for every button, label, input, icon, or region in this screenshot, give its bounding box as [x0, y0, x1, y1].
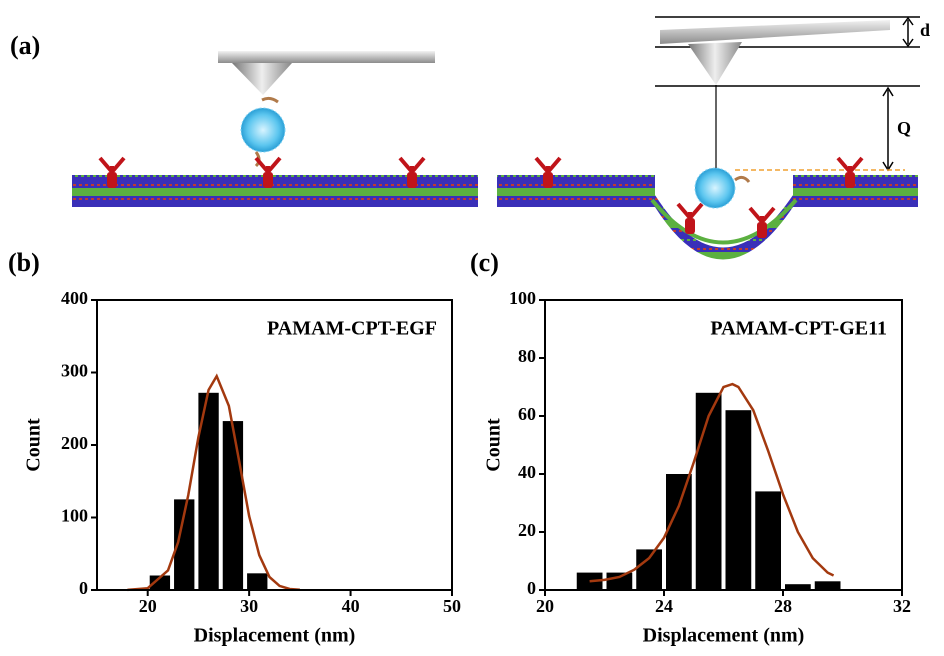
x-axis-label: Displacement (nm): [194, 625, 356, 647]
x-tick-label: 20: [139, 596, 157, 616]
x-tick-label: 32: [893, 596, 911, 616]
bar: [666, 474, 692, 590]
bar: [755, 491, 781, 590]
y-tick-label: 40: [518, 462, 536, 482]
y-axis-label: Count: [23, 418, 45, 472]
x-tick-label: 30: [240, 596, 258, 616]
chart-title: PAMAM-CPT-EGF: [267, 318, 437, 340]
bar: [247, 573, 267, 590]
bar: [223, 421, 243, 590]
bar: [696, 393, 722, 590]
y-tick-label: 100: [61, 506, 88, 526]
y-tick-label: 0: [79, 578, 88, 598]
x-tick-label: 20: [536, 596, 554, 616]
figure: (a) d Q (b)010020030040020304050PAMAM-CP…: [0, 0, 944, 651]
bar: [815, 581, 841, 590]
bar: [636, 549, 662, 590]
y-tick-label: 400: [61, 288, 88, 308]
plot-frame: [97, 300, 452, 590]
plot-frame: [545, 300, 902, 590]
annotation-q: Q: [897, 118, 911, 138]
y-tick-label: 0: [527, 578, 536, 598]
chart-title: PAMAM-CPT-GE11: [710, 318, 887, 340]
panel-label: (a): [10, 31, 40, 60]
y-tick-label: 200: [61, 433, 88, 453]
panel-label: (b): [8, 248, 40, 277]
bar: [726, 410, 752, 590]
y-axis-label: Count: [483, 418, 505, 472]
x-tick-label: 40: [342, 596, 360, 616]
scene-right: d Q: [497, 17, 930, 260]
y-tick-label: 60: [518, 404, 536, 424]
annotation-d: d: [920, 20, 930, 40]
x-tick-label: 50: [443, 596, 461, 616]
y-tick-label: 20: [518, 520, 536, 540]
panel-label: (c): [470, 248, 499, 277]
bar: [607, 573, 633, 590]
y-tick-label: 300: [61, 361, 88, 381]
scene-left: [72, 51, 478, 207]
x-tick-label: 28: [774, 596, 792, 616]
x-tick-label: 24: [655, 596, 673, 616]
y-tick-label: 80: [518, 346, 536, 366]
x-axis-label: Displacement (nm): [643, 625, 805, 647]
y-tick-label: 100: [509, 288, 536, 308]
